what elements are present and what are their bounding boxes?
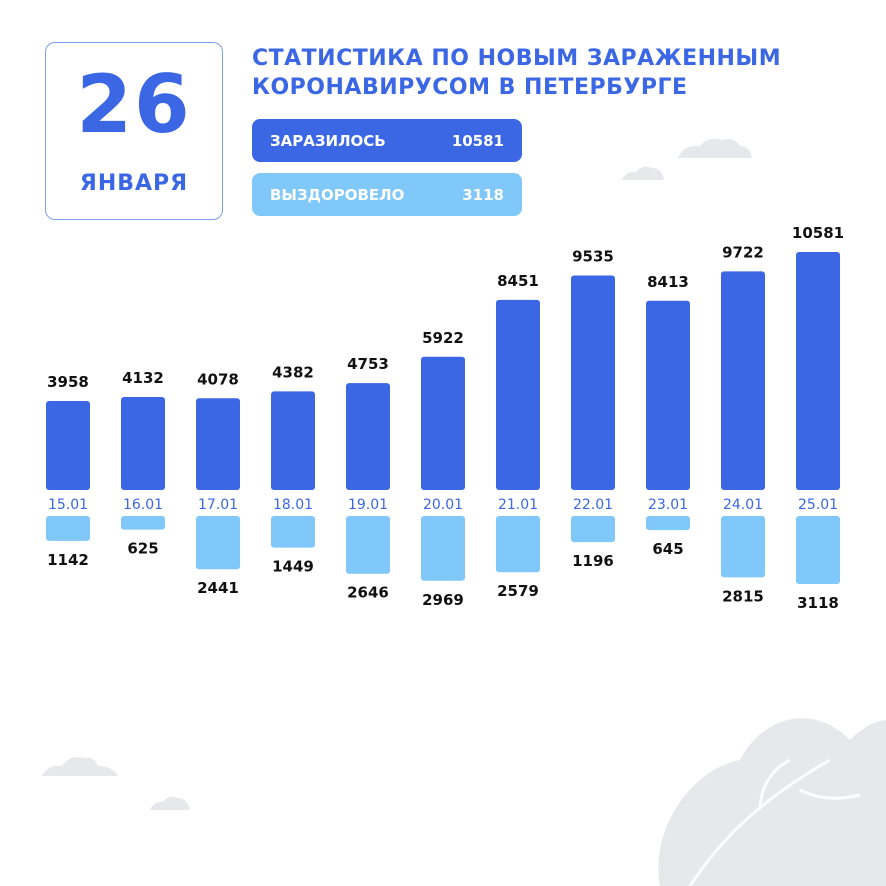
recovered-value: 3118 [462,185,504,204]
infected-bar [571,275,615,490]
recovered-value-label: 2579 [497,582,539,600]
infected-bar [46,400,90,490]
recovered-bar [196,516,240,570]
infected-bar [721,271,765,490]
infected-bar [346,383,390,490]
date-tick-label: 21.01 [498,497,538,513]
cloud-icon [150,796,190,810]
date-tick-label: 18.01 [273,497,313,513]
date-tick-label: 24.01 [723,497,763,513]
date-month: ЯНВАРЯ [79,171,189,196]
date-tick-label: 25.01 [798,497,838,513]
recovered-value-label: 3118 [797,594,839,612]
infected-bar [421,356,465,490]
cloud-icon [678,138,752,158]
date-tick-label: 15.01 [48,497,88,513]
recovered-label: ВЫЗДОРОВЕЛО [270,185,405,204]
recovered-value-label: 1196 [572,552,614,570]
recovered-value-label: 1449 [272,558,314,576]
recovered-value-label: 1142 [47,551,89,569]
recovered-bar [421,516,465,581]
infected-value-label: 8451 [497,272,539,290]
infected-value-label: 9535 [572,248,614,266]
date-card: 26 ЯНВАРЯ [45,42,223,220]
infected-value-label: 5922 [422,329,464,347]
date-tick-label: 20.01 [423,497,463,513]
recovered-bar [796,516,840,584]
recovered-value-label: 2646 [347,584,389,602]
recovered-summary: ВЫЗДОРОВЕЛО 3118 [252,173,522,216]
cloud-icon [622,166,664,180]
infected-value-label: 9722 [722,243,764,261]
recovered-bar [496,516,540,573]
title-line-1: СТАТИСТИКА ПО НОВЫМ ЗАРАЖЕННЫМ [252,46,782,71]
cloud-icon [42,757,118,776]
infected-label: ЗАРАЗИЛОСЬ [270,131,386,150]
recovered-bar [646,516,690,531]
date-tick-label: 16.01 [123,497,163,513]
recovered-bar [121,516,165,530]
date-tick-label: 17.01 [198,497,238,513]
date-tick-label: 19.01 [348,497,388,513]
recovered-value-label: 625 [127,540,158,558]
page-title: СТАТИСТИКА ПО НОВЫМ ЗАРАЖЕННЫМ КОРОНАВИР… [252,44,832,102]
recovered-bar [346,516,390,574]
title-line-2: КОРОНАВИРУСОМ В ПЕТЕРБУРГЕ [252,75,688,100]
infected-value-label: 3958 [47,373,89,391]
infected-value-label: 10581 [792,224,844,242]
infected-summary: ЗАРАЗИЛОСЬ 10581 [252,119,522,162]
infected-value-label: 4382 [272,363,314,381]
infected-value-label: 4078 [197,370,239,388]
infected-value-label: 4132 [122,369,164,387]
infected-value-label: 8413 [647,273,689,291]
recovered-value-label: 645 [652,540,683,558]
recovered-value-label: 2815 [722,587,764,605]
infected-bar [796,252,840,490]
date-day: 26 [76,58,192,151]
infected-bar [496,299,540,490]
infected-bar [196,398,240,490]
recovered-bar [46,516,90,541]
recovered-bar [721,516,765,578]
recovered-bar [271,516,315,548]
date-tick-label: 23.01 [648,497,688,513]
recovered-value-label: 2969 [422,591,464,609]
recovered-value-label: 2441 [197,579,239,597]
date-tick-label: 22.01 [573,497,613,513]
infected-bar [271,391,315,490]
infected-bar [646,300,690,490]
infected-value-label: 4753 [347,355,389,373]
recovered-bar [571,516,615,543]
infected-bar [121,397,165,490]
infected-value: 10581 [451,131,504,150]
